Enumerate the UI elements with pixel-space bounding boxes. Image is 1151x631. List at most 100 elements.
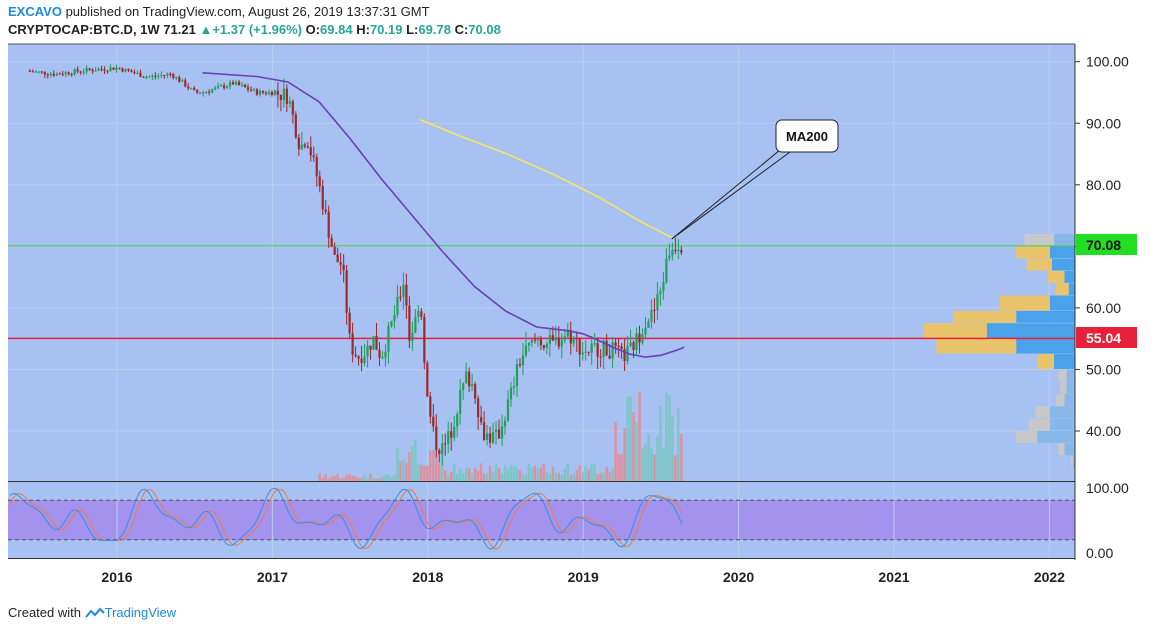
candle-body: [635, 333, 638, 351]
candle-body: [243, 84, 247, 88]
candle-body: [351, 333, 354, 355]
candle-body: [300, 144, 303, 150]
candle-body: [575, 337, 578, 340]
volume-bar: [530, 467, 534, 481]
candle-body: [79, 71, 82, 73]
volume-bar: [527, 463, 531, 481]
candle-body: [662, 282, 665, 291]
vp-bar-down: [1016, 310, 1075, 323]
vp-bar-up: [1028, 418, 1050, 431]
price-chart[interactable]: MA200 100.0090.0080.0070.0060.0050.0040.…: [0, 0, 1151, 600]
candle-body: [118, 67, 121, 69]
vp-bar-up: [1047, 270, 1065, 283]
volume-bar: [599, 472, 602, 481]
candle-body: [465, 371, 468, 384]
volume-bar: [581, 472, 584, 481]
volume-bar: [596, 474, 599, 481]
time-tick-2022: 2022: [1034, 569, 1065, 585]
candle-body: [211, 89, 214, 93]
volume-bar: [450, 471, 453, 481]
publisher-name[interactable]: EXCAVO: [8, 4, 62, 19]
vp-bar-up: [1037, 354, 1054, 369]
vp-bar-up: [1056, 283, 1069, 296]
volume-bar: [512, 465, 516, 481]
candle-body: [518, 364, 522, 366]
candle-body: [282, 88, 285, 101]
candle-body: [396, 296, 399, 316]
volume-bar: [396, 448, 399, 481]
price-tick-1: 90.00: [1086, 115, 1121, 131]
candle-body: [614, 342, 617, 346]
candle-body: [524, 345, 528, 356]
vp-bar-up: [1058, 369, 1067, 382]
candle-body: [515, 364, 519, 386]
candle-body: [279, 94, 282, 101]
candle-body: [372, 336, 375, 350]
volume-bar: [360, 477, 363, 481]
volume-bar: [488, 465, 492, 481]
vp-bar-up: [1016, 246, 1050, 259]
volume-bar: [665, 392, 668, 481]
candle-body: [656, 294, 659, 311]
candle-body: [214, 87, 217, 90]
tradingview-logo-icon[interactable]: [84, 606, 105, 618]
candle-body: [417, 311, 420, 317]
vp-bar-down: [1049, 406, 1075, 419]
candle-body: [527, 342, 531, 346]
candle-body: [566, 329, 569, 337]
candle-body: [360, 358, 363, 364]
candle-body: [608, 355, 611, 359]
volume-bar: [369, 473, 372, 481]
tradingview-brand[interactable]: TradingView: [104, 605, 177, 620]
volume-bar: [650, 447, 653, 481]
candle-body: [590, 343, 593, 353]
candle-body: [106, 70, 109, 72]
candle-body: [91, 69, 94, 72]
volume-bar: [632, 412, 635, 481]
volume-bar: [348, 474, 351, 481]
candle-body: [405, 284, 408, 306]
volume-bar: [566, 463, 569, 481]
candle-body: [184, 80, 187, 87]
close-label: C:: [454, 22, 469, 37]
candle-body: [447, 431, 450, 444]
candle-body: [67, 72, 70, 75]
volume-bar: [503, 465, 507, 481]
candle-body: [414, 316, 417, 333]
volume-bar: [494, 463, 498, 481]
stoch-tick-0: 0.00: [1086, 545, 1113, 561]
symbol-name: CRYPTOCAP:BTC.D, 1W: [8, 22, 160, 37]
volume-bar: [393, 474, 396, 481]
candle-body: [542, 345, 545, 348]
price-change: +1.37 (+1.96%): [212, 22, 302, 37]
candle-body: [530, 339, 534, 343]
volume-bar: [453, 463, 456, 481]
time-axis[interactable]: 2016 2017 2018 2019 2020 2021 2022: [101, 569, 1065, 585]
candle-body: [64, 72, 67, 75]
volume-bar: [518, 470, 522, 481]
volume-bar: [458, 468, 462, 481]
candle-body: [151, 75, 154, 77]
candle-body: [366, 345, 369, 357]
candle-body: [632, 342, 635, 351]
volume-bar: [617, 453, 620, 481]
volume-bar: [554, 472, 558, 481]
volume-bar: [387, 475, 390, 481]
candle-body: [677, 249, 680, 252]
candle-body: [408, 305, 411, 341]
volume-bar: [542, 463, 546, 481]
candle-body: [668, 255, 671, 259]
candle-body: [103, 69, 106, 71]
vp-bar-down: [1049, 246, 1075, 259]
candle-body: [521, 355, 525, 366]
volume-bar: [429, 450, 432, 481]
candle-body: [638, 333, 641, 343]
level-lines: [8, 245, 1075, 340]
candle-body: [139, 72, 142, 77]
candle-body: [124, 68, 127, 72]
volume-bar: [671, 415, 674, 481]
candle-body: [175, 77, 178, 79]
callout-line-1: [671, 149, 781, 240]
vp-bar-up: [1058, 443, 1065, 456]
